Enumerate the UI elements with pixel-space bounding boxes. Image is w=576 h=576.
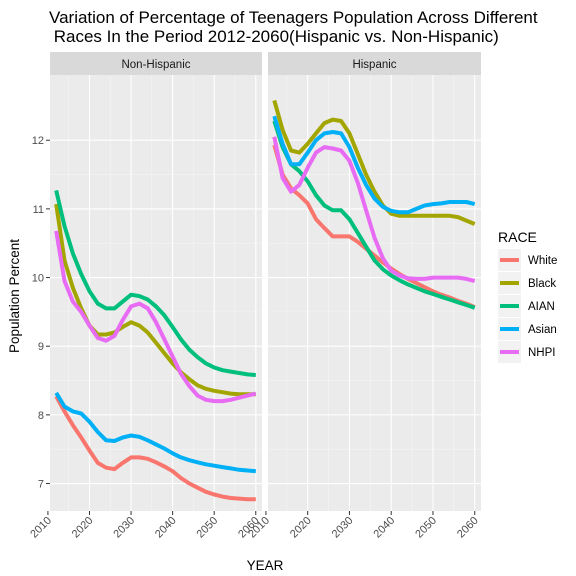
x-tick-label: 2040 bbox=[153, 515, 179, 541]
x-tick-label: 2030 bbox=[111, 515, 137, 541]
legend-item-asian: Asian bbox=[498, 318, 557, 340]
facet-strip bbox=[268, 52, 481, 75]
legend-item-nhpi: NHPI bbox=[498, 341, 555, 363]
legend-label: AIAN bbox=[528, 301, 555, 313]
x-axis-title: YEAR bbox=[247, 558, 284, 573]
y-tick-label: 9 bbox=[38, 341, 44, 353]
series-line-black bbox=[272, 99, 476, 226]
y-tick-label: 11 bbox=[33, 204, 44, 216]
legend: RACE White Black AIAN Asian NHPI bbox=[498, 229, 557, 363]
x-tick-label: 2030 bbox=[330, 515, 356, 541]
x-tick-label: 2020 bbox=[288, 515, 314, 541]
series-line-nhpi bbox=[54, 230, 257, 404]
y-tick-label: 7 bbox=[38, 479, 44, 491]
legend-label: Black bbox=[528, 278, 556, 290]
series-line-white bbox=[54, 395, 256, 502]
panels: Non-Hispanic 2010 2020 2030 2040 2050 2060 Hisp… bbox=[28, 52, 481, 540]
legend-item-black: Black bbox=[498, 272, 556, 294]
y-axis: 7 8 9 10 11 12 bbox=[32, 135, 50, 491]
legend-label: Asian bbox=[528, 324, 557, 336]
facet-strip bbox=[50, 52, 262, 75]
x-tick-label: 2050 bbox=[413, 515, 439, 541]
legend-item-aian: AIAN bbox=[498, 295, 555, 317]
y-tick-label: 12 bbox=[32, 135, 44, 147]
facet-strip-label: Hispanic bbox=[352, 59, 396, 71]
y-tick-label: 8 bbox=[38, 410, 44, 422]
x-tick-label: 2040 bbox=[372, 515, 398, 541]
x-tick-label: 2020 bbox=[70, 515, 96, 541]
y-tick-label: 10 bbox=[32, 273, 44, 285]
series-line-asian bbox=[54, 391, 256, 474]
y-axis-title: Population Percent bbox=[7, 239, 22, 353]
series-line-asian bbox=[272, 115, 476, 215]
plot-background bbox=[50, 75, 262, 511]
series-line-aian bbox=[272, 120, 476, 310]
chart-title-line-2: Races In the Period 2012-2060(Hispanic v… bbox=[49, 27, 499, 46]
x-tick-label: 2010 bbox=[28, 515, 54, 541]
facet-strip-label: Non-Hispanic bbox=[121, 59, 190, 71]
series-line-nhpi bbox=[272, 136, 476, 283]
legend-label: White bbox=[528, 255, 557, 267]
legend-item-white: White bbox=[498, 249, 557, 271]
legend-label: NHPI bbox=[528, 347, 555, 359]
x-tick-label: 2060 bbox=[455, 515, 481, 541]
series-line-aian bbox=[54, 189, 256, 378]
legend-title: RACE bbox=[498, 229, 537, 245]
x-tick-label: 2050 bbox=[195, 515, 221, 541]
chart-title-line-1: Variation of Percentage of Teenagers Pop… bbox=[49, 8, 538, 27]
